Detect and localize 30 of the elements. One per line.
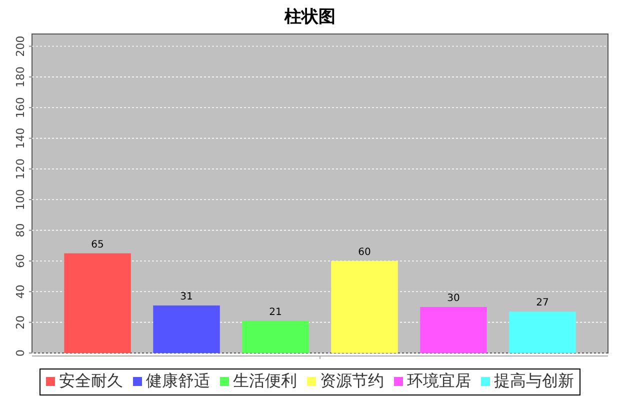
bar	[331, 260, 398, 353]
y-tick-label: 160	[14, 97, 27, 118]
y-tick-label: 140	[14, 128, 27, 149]
y-tick-label: 0	[14, 350, 27, 356]
y-tick-label: 200	[14, 36, 27, 57]
data-label: 65	[91, 239, 104, 250]
data-label: 30	[447, 292, 460, 304]
legend-label: 环境宜居	[407, 371, 471, 390]
bar	[64, 253, 131, 353]
y-tick-label: 180	[14, 66, 27, 88]
chart-title: 柱状图	[284, 7, 336, 27]
y-tick-label: 40	[14, 284, 27, 299]
legend-label: 健康舒适	[146, 371, 210, 390]
y-tick-label: 120	[14, 158, 27, 180]
bar	[420, 306, 487, 353]
legend-label: 提高与创新	[494, 371, 574, 390]
data-label: 60	[358, 246, 371, 258]
legend-label: 资源节约	[320, 371, 384, 390]
y-tick-label: 100	[14, 189, 27, 210]
bar	[242, 320, 309, 353]
legend-label: 安全耐久	[59, 371, 123, 390]
y-tick-label: 20	[14, 315, 27, 330]
legend-label: 生活便利	[233, 371, 297, 390]
data-label: 31	[180, 291, 193, 302]
data-label: 27	[536, 298, 549, 309]
y-tick-label: 60	[14, 254, 27, 268]
bar	[509, 312, 576, 353]
bar	[153, 305, 220, 353]
y-tick-label: 80	[14, 223, 27, 238]
data-label: 21	[269, 306, 282, 318]
